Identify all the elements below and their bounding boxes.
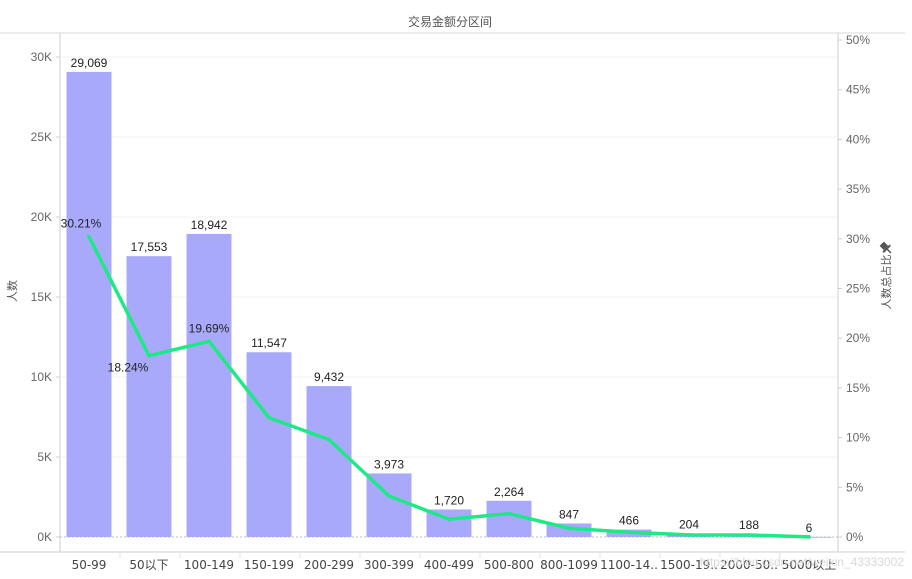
right-axis-ticks: 0% 5% 10% 15% 20% 25% 30% 35% 40% 45% 50% xyxy=(838,33,870,544)
line-value-label: 30.21% xyxy=(61,217,102,231)
bar-value-label: 11,547 xyxy=(251,336,287,350)
bar xyxy=(126,256,172,537)
bar-series xyxy=(66,71,832,538)
chart-title: 交易金额分区间 xyxy=(408,14,492,29)
bar-value-label: 188 xyxy=(739,518,759,532)
right-tick-label: 45% xyxy=(846,83,870,97)
category-label: 300-399 xyxy=(364,558,414,572)
bar-value-label: 9,432 xyxy=(314,370,344,384)
line-point xyxy=(447,517,451,522)
category-label: 800-1099 xyxy=(540,558,598,572)
right-tick-label: 15% xyxy=(846,381,870,395)
line-value-label: 18.24% xyxy=(108,361,149,375)
line-data-labels: 30.21% 18.24% 19.69% xyxy=(61,217,230,375)
category-label: 1500-19.. xyxy=(660,558,718,572)
bar-value-label: 29,069 xyxy=(71,56,108,70)
line-value-label: 19.69% xyxy=(189,321,230,335)
line-point xyxy=(327,437,331,442)
line-point xyxy=(87,234,91,239)
bar-value-label: 18,942 xyxy=(191,218,228,232)
bar-value-label: 204 xyxy=(679,518,699,532)
category-label: 150-199 xyxy=(244,558,294,572)
left-tick-label: 15K xyxy=(31,290,52,304)
left-tick-label: 5K xyxy=(37,450,52,464)
left-tick-label: 0K xyxy=(37,530,52,544)
line-point xyxy=(507,511,511,516)
line-point xyxy=(567,526,571,531)
bar-value-label: 6 xyxy=(806,521,813,535)
line-point xyxy=(267,415,271,420)
bar-value-label: 466 xyxy=(619,514,639,528)
line-point xyxy=(627,530,631,535)
bar xyxy=(246,352,292,537)
category-label: 1100-14.. xyxy=(600,558,658,572)
right-tick-label: 10% xyxy=(846,431,870,445)
category-label: 200-299 xyxy=(304,558,354,572)
line-point xyxy=(807,535,811,539)
bar-data-labels: 29,069 17,553 18,942 11,547 9,432 3,973 1,720 2… xyxy=(71,56,813,535)
category-label: 500-800 xyxy=(484,558,534,572)
line-point xyxy=(147,353,151,358)
right-tick-label: 0% xyxy=(846,530,864,544)
pin-icon[interactable] xyxy=(878,240,894,256)
right-tick-label: 25% xyxy=(846,282,870,296)
right-tick-label: 20% xyxy=(846,331,870,345)
right-tick-label: 30% xyxy=(846,232,870,246)
line-point xyxy=(687,533,691,537)
left-tick-label: 30K xyxy=(31,50,52,64)
right-tick-label: 50% xyxy=(846,33,870,47)
right-tick-label: 35% xyxy=(846,182,870,196)
bar-value-label: 3,973 xyxy=(374,457,404,471)
bar-value-label: 847 xyxy=(559,507,579,521)
bar-value-label: 2,264 xyxy=(494,485,524,499)
line-point xyxy=(207,339,211,344)
right-tick-label: 5% xyxy=(846,480,864,494)
category-label: 100-149 xyxy=(184,558,234,572)
left-tick-label: 25K xyxy=(31,130,52,144)
bar-value-label: 17,553 xyxy=(131,240,168,254)
category-label: 2000-50.. xyxy=(720,558,778,572)
category-label: 50以下 xyxy=(129,558,168,572)
left-axis-ticks: 0K 5K 10K 15K 20K 25K 30K xyxy=(31,50,60,544)
bar-value-label: 1,720 xyxy=(434,493,464,507)
line-series xyxy=(87,234,811,539)
category-axis: 50-99 50以下 100-149 150-199 200-299 300-399 400… xyxy=(72,552,837,572)
left-tick-label: 10K xyxy=(31,370,52,384)
watermark: https://blog.csdn.net/weixin_43333002 xyxy=(700,555,904,569)
category-label: 5000以上 xyxy=(782,558,837,572)
right-axis-title: 人数总占比 xyxy=(879,255,893,310)
category-label: 50-99 xyxy=(72,558,107,572)
category-label: 400-499 xyxy=(424,558,474,572)
line-point xyxy=(747,533,751,537)
left-axis-title: 人数 xyxy=(6,280,19,302)
left-tick-label: 20K xyxy=(31,210,52,224)
bar xyxy=(66,71,112,538)
bar xyxy=(306,386,352,537)
line-point xyxy=(387,494,391,498)
bar xyxy=(186,233,232,538)
right-tick-label: 40% xyxy=(846,132,870,146)
